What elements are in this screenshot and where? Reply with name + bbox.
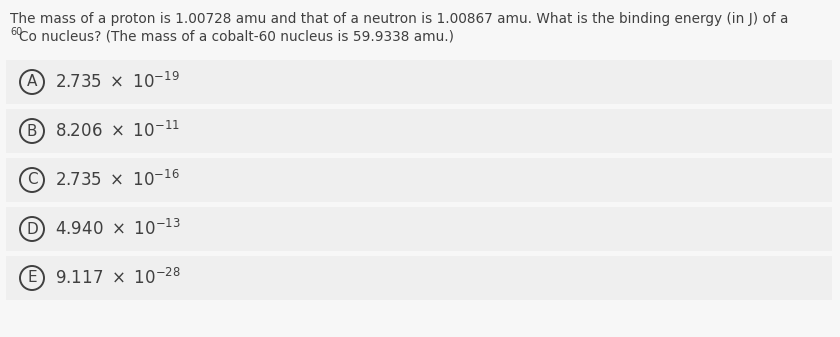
FancyBboxPatch shape — [6, 158, 832, 202]
Text: D: D — [26, 221, 38, 237]
FancyBboxPatch shape — [6, 60, 832, 104]
FancyBboxPatch shape — [6, 207, 832, 251]
FancyBboxPatch shape — [6, 109, 832, 153]
Text: A: A — [27, 74, 37, 90]
Text: $\mathregular{2.735\ \times\ 10^{-19}}$: $\mathregular{2.735\ \times\ 10^{-19}}$ — [55, 72, 180, 92]
Text: $\mathregular{2.735\ \times\ 10^{-16}}$: $\mathregular{2.735\ \times\ 10^{-16}}$ — [55, 170, 180, 190]
FancyBboxPatch shape — [6, 256, 832, 300]
Text: $\mathregular{9.117\ \times\ 10^{-28}}$: $\mathregular{9.117\ \times\ 10^{-28}}$ — [55, 268, 181, 288]
Text: $\mathregular{4.940\ \times\ 10^{-13}}$: $\mathregular{4.940\ \times\ 10^{-13}}$ — [55, 219, 181, 239]
Text: C: C — [27, 173, 37, 187]
Text: The mass of a proton is 1.00728 amu and that of a neutron is 1.00867 amu. What i: The mass of a proton is 1.00728 amu and … — [10, 12, 789, 26]
Text: B: B — [27, 123, 37, 139]
Text: E: E — [27, 271, 37, 285]
Text: 60: 60 — [10, 27, 22, 37]
Text: Co nucleus? (The mass of a cobalt-60 nucleus is 59.9338 amu.): Co nucleus? (The mass of a cobalt-60 nuc… — [19, 30, 454, 44]
Text: $\mathregular{8.206\ \times\ 10^{-11}}$: $\mathregular{8.206\ \times\ 10^{-11}}$ — [55, 121, 180, 141]
